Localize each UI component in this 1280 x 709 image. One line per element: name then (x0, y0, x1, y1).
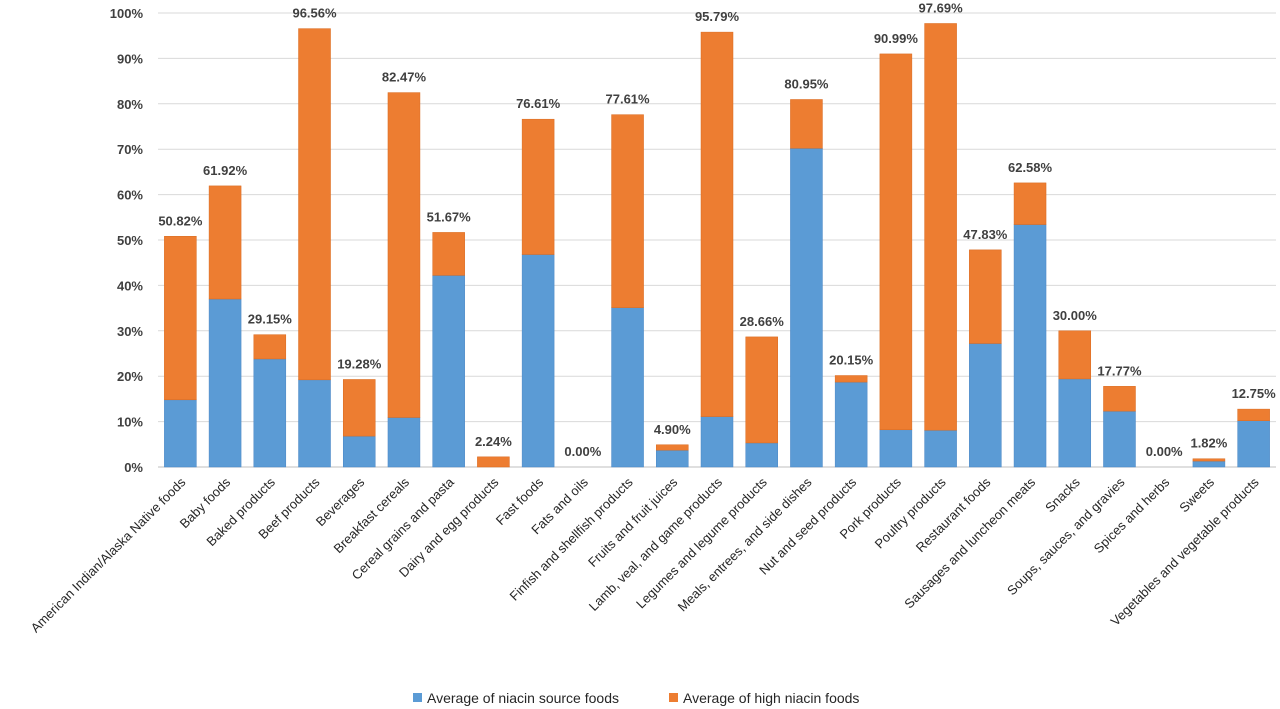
y-tick-label: 70% (117, 142, 143, 157)
data-label: 19.28% (337, 356, 382, 371)
y-tick-label: 90% (117, 51, 143, 66)
data-label: 51.67% (427, 209, 472, 224)
data-label: 82.47% (382, 70, 427, 85)
data-label: 77.61% (606, 92, 651, 107)
bar-high-niacin (834, 375, 868, 383)
bar-high-niacin (1013, 182, 1047, 225)
data-label: 29.15% (248, 312, 293, 327)
data-label: 95.79% (695, 9, 740, 24)
x-category-label: Spices and herbs (1091, 474, 1173, 556)
y-tick-label: 50% (117, 233, 143, 248)
bar-high-niacin (1237, 408, 1270, 421)
bar-niacin-source (164, 399, 197, 468)
bar-high-niacin (387, 92, 421, 418)
bar-niacin-source (253, 358, 287, 468)
data-labels: 50.82% 61.92% 29.15% 96.56% 19.28% 82.47% 51.6… (158, 0, 1276, 459)
bar-niacin-source (432, 275, 465, 468)
data-label: 50.82% (158, 213, 203, 228)
bar-high-niacin (611, 114, 644, 308)
data-label: 4.90% (654, 422, 691, 437)
bar-high-niacin (164, 236, 197, 401)
y-tick-label: 10% (117, 415, 143, 430)
data-label: 1.82% (1190, 436, 1227, 451)
bar-niacin-source (521, 254, 555, 468)
x-category-label: Breakfast cereals (330, 474, 412, 556)
bar-niacin-source (1058, 378, 1092, 468)
bar-high-niacin (342, 379, 376, 437)
bar-high-niacin (700, 31, 734, 417)
bar-high-niacin (790, 99, 823, 149)
data-label: 30.00% (1053, 308, 1098, 323)
x-category-label: American Indian/Alaska Native foods (28, 474, 189, 635)
bar-niacin-source (387, 417, 421, 468)
legend-label-niacin-source: Average of niacin source foods (427, 690, 619, 706)
bar-niacin-source (879, 429, 913, 468)
bar-high-niacin (521, 118, 555, 255)
legend-label-high-niacin: Average of high niacin foods (683, 690, 859, 706)
bar-high-niacin (1192, 458, 1226, 462)
x-category-label: Snacks (1042, 474, 1083, 515)
y-axis: 0% 10% 20% 30% 40% 50% 60% 70% 80% 90% 100% (110, 6, 144, 475)
bar-niacin-source (969, 343, 1002, 468)
y-tick-label: 0% (124, 460, 143, 475)
bar-niacin-source (790, 148, 823, 468)
bar-high-niacin (879, 53, 913, 431)
y-tick-label: 20% (117, 369, 143, 384)
bar-niacin-source (700, 416, 734, 468)
bar-niacin-source (656, 449, 689, 468)
legend-swatch-niacin-source (413, 693, 422, 702)
data-label: 12.75% (1232, 386, 1277, 401)
data-label: 0.00% (1146, 444, 1183, 459)
bar-high-niacin (924, 23, 957, 431)
y-tick-label: 40% (117, 278, 143, 293)
x-axis: American Indian/Alaska Native foodsBaby … (28, 474, 1262, 635)
x-category-label: Sweets (1176, 474, 1217, 515)
bar-niacin-source (611, 307, 644, 468)
bar-high-niacin (298, 28, 331, 381)
data-label: 80.95% (784, 76, 829, 91)
data-label: 0.00% (564, 444, 601, 459)
bar-high-niacin (1058, 330, 1092, 380)
bar-high-niacin (208, 185, 242, 300)
data-label: 47.83% (963, 227, 1008, 242)
bar-high-niacin (432, 232, 465, 276)
bar-high-niacin (253, 334, 287, 360)
bar-high-niacin (1103, 386, 1136, 412)
bar-niacin-source (924, 429, 957, 468)
data-label: 76.61% (516, 96, 561, 111)
data-label: 62.58% (1008, 160, 1053, 175)
bar-niacin-source (1237, 420, 1270, 468)
bar-high-niacin (656, 444, 689, 451)
y-tick-label: 80% (117, 97, 143, 112)
bar-high-niacin (745, 336, 778, 444)
bar-niacin-source (1103, 410, 1136, 468)
data-label: 20.15% (829, 353, 874, 368)
bar-niacin-source (342, 435, 376, 468)
data-label: 2.24% (475, 434, 512, 449)
bar-niacin-source (1192, 460, 1226, 468)
y-tick-label: 60% (117, 188, 143, 203)
bar-niacin-source (298, 379, 331, 468)
y-tick-label: 30% (117, 324, 143, 339)
data-label: 90.99% (874, 31, 919, 46)
data-label: 96.56% (292, 6, 337, 21)
bar-niacin-source (1013, 224, 1047, 468)
data-label: 28.66% (740, 314, 785, 329)
legend: Average of niacin source foods Average o… (413, 690, 859, 706)
data-label: 97.69% (919, 0, 964, 15)
bar-high-niacin (969, 249, 1002, 344)
bars (164, 23, 1270, 468)
bar-niacin-source (208, 298, 242, 468)
bar-niacin-source (745, 442, 778, 468)
y-tick-label: 100% (110, 6, 144, 21)
bar-high-niacin (477, 456, 510, 468)
data-label: 17.77% (1097, 363, 1142, 378)
legend-swatch-high-niacin (669, 693, 678, 702)
bar-niacin-source (834, 381, 868, 468)
data-label: 61.92% (203, 163, 248, 178)
